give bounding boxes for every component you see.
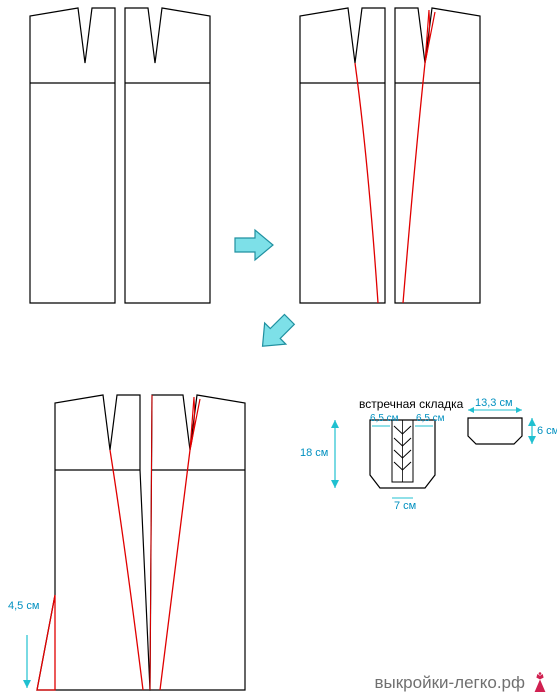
dress-icon	[531, 672, 549, 694]
stage1-back-panel	[30, 8, 115, 303]
stage3	[23, 395, 245, 690]
dim-133: 13,3 см	[475, 397, 513, 409]
footer-text: выкройки-легко.рф	[374, 673, 525, 693]
dim-7: 7 см	[394, 500, 416, 512]
stage3-back-panel	[37, 395, 150, 690]
flap-detail	[468, 407, 536, 444]
dim-6: 6 см	[537, 425, 557, 437]
stage1-front-panel	[125, 8, 210, 303]
pattern-diagram	[0, 0, 557, 700]
dim-18: 18 см	[300, 447, 328, 459]
stage1	[30, 8, 210, 303]
pocket-detail	[331, 420, 435, 498]
dim-45: 4,5 см	[8, 600, 39, 612]
dim-4-5	[23, 635, 31, 688]
arrow-right-icon	[235, 230, 273, 260]
dim-65a: 6,5 см	[370, 413, 399, 424]
stage2	[300, 8, 480, 303]
arrow-downleft-icon	[252, 309, 300, 357]
stage3-front-panel	[150, 395, 245, 690]
pocket-title: встречная складка	[359, 397, 463, 411]
stage2-front-panel	[395, 8, 480, 303]
dim-65b: 6,5 см	[416, 413, 445, 424]
stage2-back-panel	[300, 8, 385, 303]
footer: выкройки-легко.рф	[374, 672, 549, 694]
